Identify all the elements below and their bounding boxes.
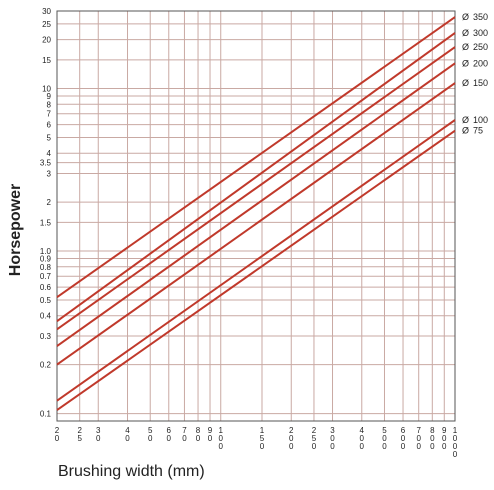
y-tick-label: 20	[42, 36, 51, 45]
diameter-symbol: Ø	[462, 58, 469, 68]
diameter-symbol: Ø	[462, 28, 469, 38]
diameter-symbol: Ø	[462, 126, 469, 136]
series-labels: Ø 350 Ø 300 Ø 250 Ø 200 Ø 150 Ø 100 Ø 75	[462, 12, 488, 136]
y-tick-label: 3.5	[40, 159, 52, 168]
y-tick-label: 0.1	[40, 410, 52, 419]
series-line	[56, 46, 456, 331]
y-tick-labels: 0.1 0.2 0.3 0.4 0.5 0.6 0.70.80.91.0 1.5 2 3 3.54 5…	[40, 7, 52, 419]
series-label: Ø 250	[462, 42, 488, 52]
series-label: Ø 350	[462, 12, 488, 22]
series-label-value: 150	[473, 78, 488, 88]
diameter-symbol: Ø	[462, 115, 469, 125]
series-line	[56, 62, 456, 347]
y-tick-label: 4	[47, 149, 52, 158]
series-line	[56, 119, 456, 402]
y-tick-label: 3	[47, 170, 52, 179]
series-line	[56, 82, 456, 366]
series-label: Ø 150	[462, 78, 488, 88]
y-tick-label: 5	[47, 133, 52, 142]
series-label-value: 75	[473, 126, 483, 136]
series-line	[56, 16, 456, 299]
diameter-symbol: Ø	[462, 12, 469, 22]
y-tick-label: 0.5	[40, 296, 52, 305]
series-line	[56, 32, 456, 323]
plot-frame	[56, 10, 456, 422]
diameter-symbol: Ø	[462, 42, 469, 52]
series-label: Ø 200	[462, 58, 488, 68]
y-tick-label: 15	[42, 56, 51, 65]
y-tick-label: 0.4	[40, 312, 52, 321]
series-label-value: 250	[473, 42, 488, 52]
y-tick-label: 7	[47, 110, 52, 119]
y-tick-label: 2	[47, 198, 52, 207]
series-line	[56, 129, 456, 411]
series-label: Ø 300	[462, 28, 488, 38]
x-axis-title: Brushing width (mm)	[58, 463, 205, 480]
y-tick-label: 0.9	[40, 254, 52, 263]
y-tick-label: 1.0	[40, 247, 52, 256]
diameter-symbol: Ø	[462, 78, 469, 88]
series-label-value: 300	[473, 28, 488, 38]
y-tick-label: 0.2	[40, 361, 52, 370]
y-axis-title: Horsepower	[7, 184, 24, 276]
y-tick-label: 6	[47, 121, 52, 130]
y-tick-label: 30	[42, 7, 51, 16]
y-tick-label: 25	[42, 20, 51, 29]
x-tick-labels: 2 0 2 5 3 0 4 0 5 0 6 0 7 0 8 0 9 0 1 0 0 1 5 0 2 0 0 2 5 0 3 0 0 4 0 0 5 0 0 6…	[55, 426, 458, 459]
axes	[56, 10, 456, 422]
y-tick-label: 0.7	[40, 272, 52, 281]
series-label: Ø 100	[462, 115, 488, 125]
y-tick-label: 8	[47, 100, 52, 109]
y-tick-label: 10	[42, 85, 51, 94]
y-tick-label: 1.5	[40, 218, 52, 227]
y-tick-label: 0.8	[40, 263, 52, 272]
series-label-value: 350	[473, 12, 488, 22]
series-label: Ø 75	[462, 126, 483, 136]
y-tick-label: 9	[47, 92, 52, 101]
y-tick-label: 0.3	[40, 332, 52, 341]
series-label-value: 100	[473, 115, 488, 125]
series-label-value: 200	[473, 58, 488, 68]
y-tick-label: 0.6	[40, 283, 52, 292]
series-lines	[56, 16, 456, 411]
